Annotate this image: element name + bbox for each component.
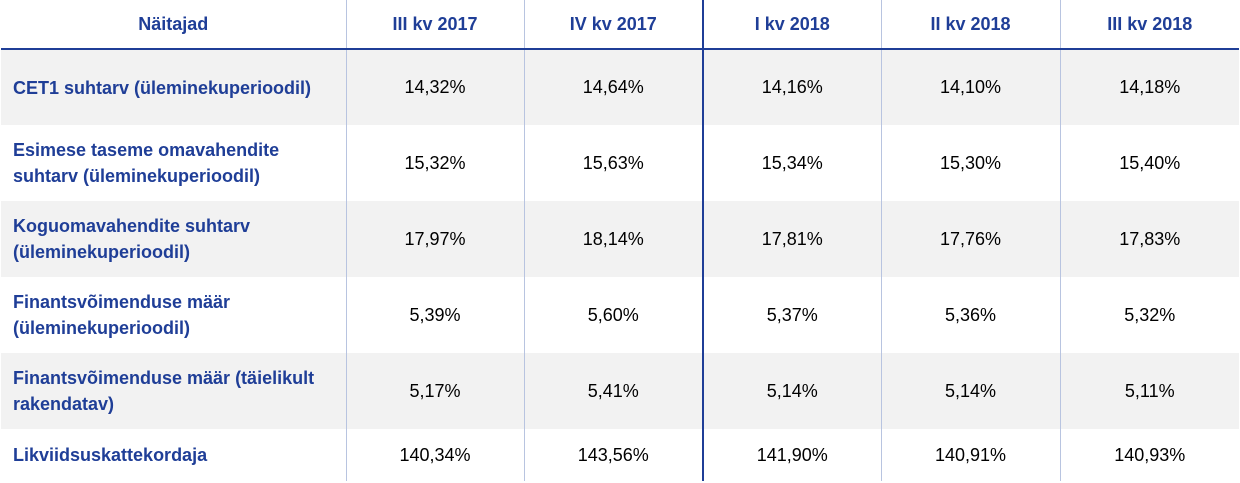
row-label: Koguomavahendite suhtarv (üleminekuperio… <box>1 201 346 277</box>
cell-value: 17,81% <box>702 201 881 277</box>
row-label: Likviidsuskattekordaja <box>1 429 346 481</box>
cell-value: 5,32% <box>1059 277 1239 353</box>
cell-value: 5,36% <box>880 277 1060 353</box>
cell-value: 140,91% <box>880 429 1060 481</box>
cell-value: 14,64% <box>523 49 703 125</box>
header-row: Näitajad III kv 2017 IV kv 2017 I kv 201… <box>1 0 1239 50</box>
table-row: Koguomavahendite suhtarv (üleminekuperio… <box>1 201 1239 277</box>
cell-value: 5,17% <box>345 353 524 429</box>
table-row: CET1 suhtarv (üleminekuperioodil) 14,32%… <box>1 49 1239 125</box>
cell-value: 15,30% <box>880 125 1060 201</box>
cell-value: 5,39% <box>345 277 524 353</box>
cell-value: 15,34% <box>702 125 881 201</box>
table-row: Finantsvõimenduse määr (üleminekuperiood… <box>1 277 1239 353</box>
cell-value: 17,83% <box>1059 201 1239 277</box>
cell-value: 14,16% <box>702 49 881 125</box>
cell-value: 15,63% <box>523 125 703 201</box>
header-indicator: Näitajad <box>1 0 346 50</box>
cell-value: 5,11% <box>1059 353 1239 429</box>
cell-value: 141,90% <box>702 429 881 481</box>
cell-value: 140,93% <box>1059 429 1239 481</box>
cell-value: 15,40% <box>1059 125 1239 201</box>
cell-value: 5,14% <box>880 353 1060 429</box>
cell-value: 5,41% <box>523 353 703 429</box>
header-period: I kv 2018 <box>702 0 881 50</box>
cell-value: 143,56% <box>523 429 703 481</box>
cell-value: 5,60% <box>523 277 703 353</box>
row-label: Finantsvõimenduse määr (üleminekuperiood… <box>1 277 346 353</box>
row-label: Finantsvõimenduse määr (täielikult raken… <box>1 353 346 429</box>
table-row: Finantsvõimenduse määr (täielikult raken… <box>1 353 1239 429</box>
table-row: Esimese taseme omavahendite suhtarv (üle… <box>1 125 1239 201</box>
cell-value: 17,97% <box>345 201 524 277</box>
header-period: III kv 2018 <box>1059 0 1239 50</box>
cell-value: 14,10% <box>880 49 1060 125</box>
cell-value: 140,34% <box>345 429 524 481</box>
table-row: Likviidsuskattekordaja 140,34% 143,56% 1… <box>1 429 1239 481</box>
cell-value: 5,14% <box>702 353 881 429</box>
row-label: Esimese taseme omavahendite suhtarv (üle… <box>1 125 346 201</box>
cell-value: 14,18% <box>1059 49 1239 125</box>
cell-value: 15,32% <box>345 125 524 201</box>
cell-value: 14,32% <box>345 49 524 125</box>
cell-value: 18,14% <box>523 201 703 277</box>
cell-value: 17,76% <box>880 201 1060 277</box>
cell-value: 5,37% <box>702 277 881 353</box>
header-period: III kv 2017 <box>345 0 524 50</box>
header-period: IV kv 2017 <box>523 0 703 50</box>
row-label: CET1 suhtarv (üleminekuperioodil) <box>1 49 346 125</box>
header-period: II kv 2018 <box>880 0 1060 50</box>
